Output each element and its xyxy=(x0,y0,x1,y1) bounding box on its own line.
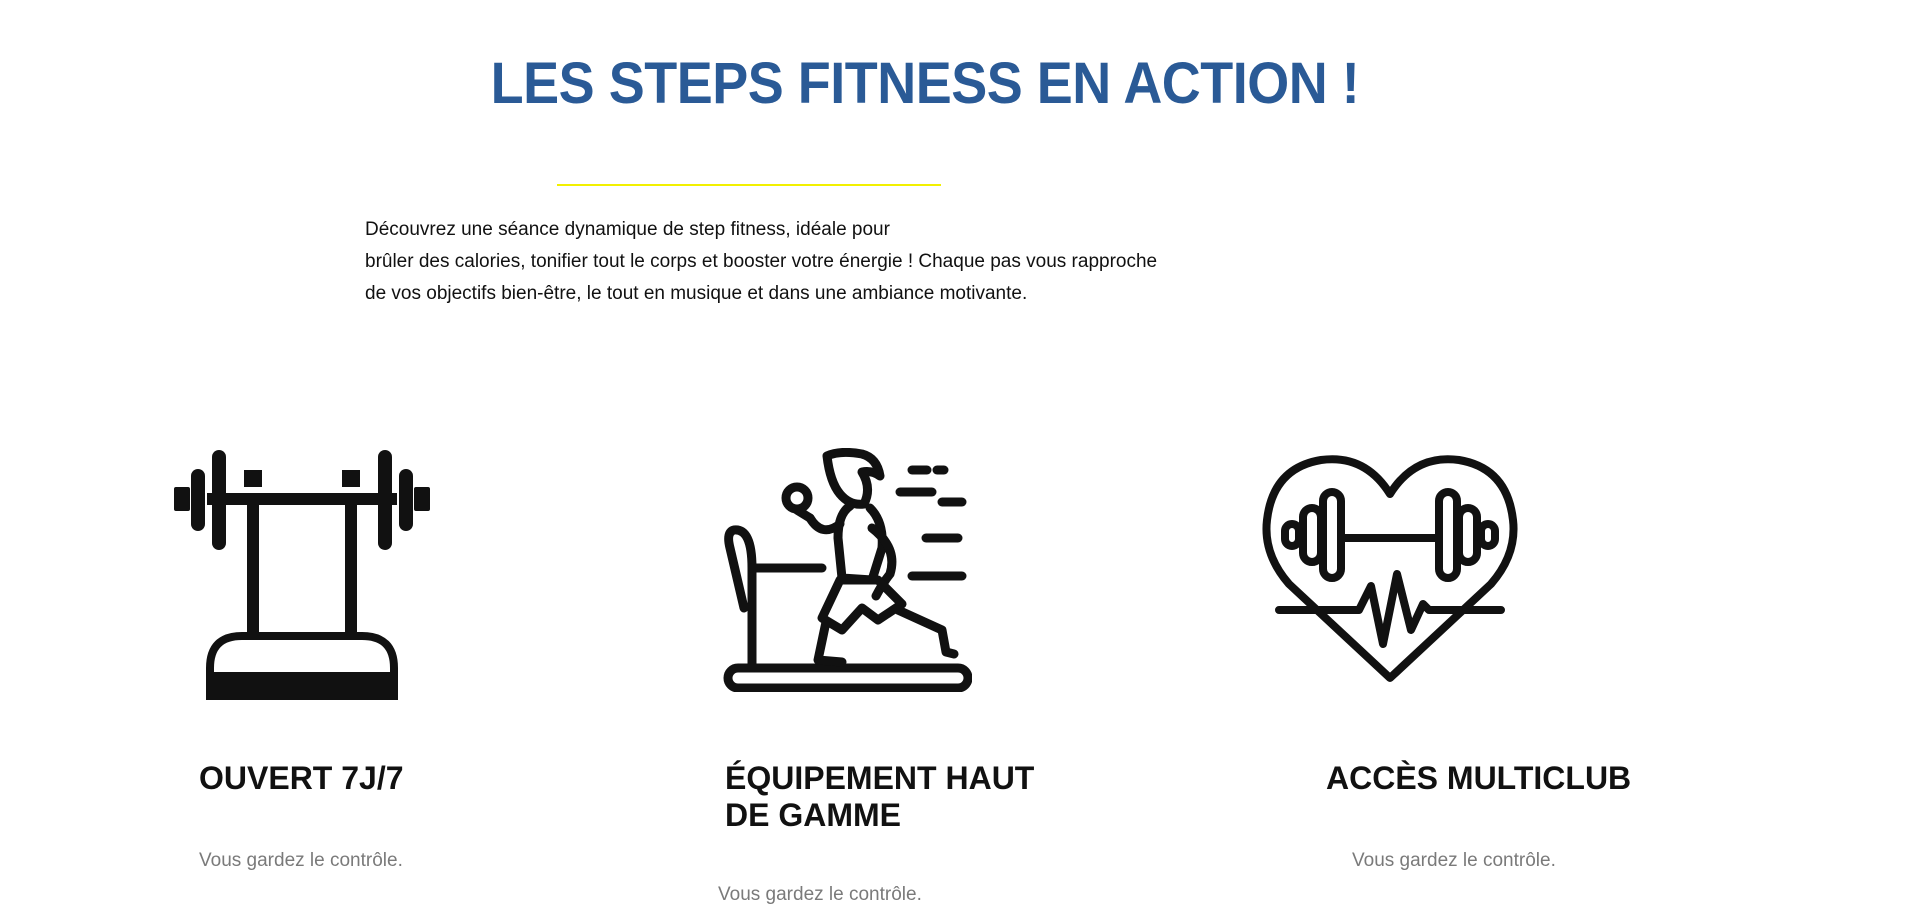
feature-title-line: ÉQUIPEMENT HAUT xyxy=(725,760,1035,796)
intro-line: brûler des calories, tonifier tout le co… xyxy=(365,251,1158,272)
feature-title: ÉQUIPEMENT HAUT DE GAMME xyxy=(725,760,1034,834)
intro-line: Découvrez une séance dynamique de step f… xyxy=(365,219,890,240)
feature-text: Vous gardez le contrôle. xyxy=(199,850,403,871)
feature-title: ACCÈS MULTICLUB xyxy=(1326,760,1632,796)
intro-paragraph: Découvrez une séance dynamique de step f… xyxy=(365,214,1265,310)
section-title: LES STEPS FITNESS EN ACTION ! xyxy=(490,51,1360,116)
treadmill-runner-icon xyxy=(722,448,972,692)
feature-title: OUVERT 7J/7 xyxy=(199,760,404,796)
heart-dumbbell-icon xyxy=(1261,454,1519,684)
feature-text: Vous gardez le contrôle. xyxy=(1352,850,1556,871)
barbell-rack-icon xyxy=(172,446,432,700)
intro-line: de vos objectifs bien-être, le tout en m… xyxy=(365,283,1028,304)
title-divider xyxy=(557,184,941,186)
feature-text: Vous gardez le contrôle. xyxy=(718,884,922,905)
feature-title-line: DE GAMME xyxy=(725,797,901,833)
